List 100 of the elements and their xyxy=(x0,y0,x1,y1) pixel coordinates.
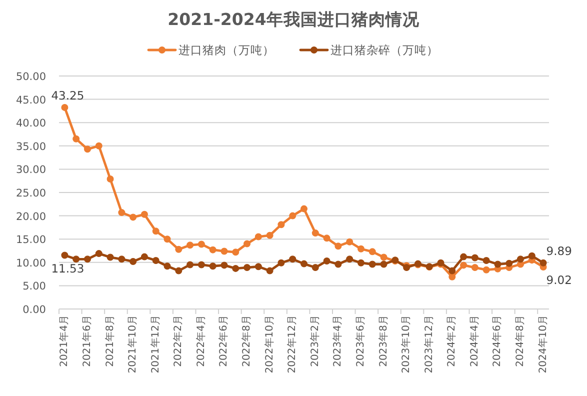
point xyxy=(517,256,524,263)
point xyxy=(106,175,114,182)
xtick-label: 2024年4月 xyxy=(469,315,480,367)
point xyxy=(164,236,171,243)
legend-label: 进口猪杂碎（万吨） xyxy=(330,43,438,58)
point xyxy=(323,258,330,264)
point xyxy=(312,264,319,272)
point xyxy=(346,256,354,263)
value-label: 43.25 xyxy=(51,88,84,102)
xtick-label: 2022年12月 xyxy=(287,315,298,374)
point xyxy=(244,264,251,272)
point xyxy=(140,253,148,260)
point xyxy=(289,212,296,220)
point xyxy=(95,142,102,150)
value-label: 9.89 xyxy=(546,244,572,258)
point xyxy=(460,262,468,269)
point xyxy=(540,259,547,266)
ytick-label: 20.00 xyxy=(16,210,46,223)
point xyxy=(471,254,478,262)
legend-label: 进口猪肉（万吨） xyxy=(178,43,274,58)
xtick-label: 2023年10月 xyxy=(401,315,412,374)
point xyxy=(106,254,114,261)
point xyxy=(152,228,160,235)
point xyxy=(209,262,216,270)
ytick-label: 15.00 xyxy=(16,234,46,246)
point xyxy=(380,254,388,261)
point xyxy=(266,267,274,274)
point xyxy=(61,252,68,259)
point xyxy=(506,260,513,267)
xtick-label: 2021年6月 xyxy=(82,315,93,367)
point xyxy=(198,261,205,268)
point xyxy=(130,214,137,221)
point xyxy=(152,257,160,264)
point xyxy=(209,246,216,254)
xtick-label: 2023年12月 xyxy=(424,315,435,374)
point xyxy=(494,260,502,268)
point xyxy=(266,232,274,239)
xtick-label: 2021年12月 xyxy=(150,315,162,374)
point xyxy=(130,258,137,265)
xtick-label: 2022年2月 xyxy=(173,315,184,367)
ytick-label: 25.00 xyxy=(16,188,46,200)
value-label: 11.53 xyxy=(51,261,84,276)
point xyxy=(95,250,102,258)
point xyxy=(164,262,171,270)
xtick-label: 2024年2月 xyxy=(446,315,458,367)
point xyxy=(186,261,194,268)
point xyxy=(118,209,126,216)
xtick-label: 2022年6月 xyxy=(218,315,230,367)
point xyxy=(186,242,194,249)
xtick-label: 2021年10月 xyxy=(128,315,139,374)
point xyxy=(448,273,456,280)
point xyxy=(357,259,364,266)
xtick-label: 2022年4月 xyxy=(196,315,207,367)
point xyxy=(175,246,182,253)
point xyxy=(471,264,478,272)
point xyxy=(232,248,240,256)
xtick-label: 2022年8月 xyxy=(242,315,253,367)
point xyxy=(334,242,342,250)
point xyxy=(528,252,536,260)
ytick-label: 30.00 xyxy=(16,164,46,176)
point xyxy=(482,257,490,264)
ytick-label: 35.00 xyxy=(16,140,46,153)
point xyxy=(289,256,296,263)
point xyxy=(346,238,354,246)
point xyxy=(140,210,148,218)
point xyxy=(323,234,330,242)
point xyxy=(72,256,80,263)
ytick-label: 40.00 xyxy=(16,118,46,130)
point xyxy=(368,260,376,268)
ytick-label: 45.00 xyxy=(16,94,46,106)
point xyxy=(220,248,228,255)
point xyxy=(312,230,319,237)
point xyxy=(278,221,285,228)
point xyxy=(380,260,388,268)
point xyxy=(254,233,262,240)
point xyxy=(118,256,126,263)
xtick-label: 2024年6月 xyxy=(492,315,504,367)
point xyxy=(254,263,262,270)
point xyxy=(244,240,251,248)
xtick-label: 2023年4月 xyxy=(332,315,344,367)
ytick-label: 10.00 xyxy=(16,257,46,270)
point xyxy=(175,267,182,274)
point xyxy=(72,135,80,142)
point xyxy=(448,267,456,274)
point xyxy=(300,260,308,268)
point xyxy=(61,104,68,111)
xtick-label: 2023年2月 xyxy=(310,315,321,367)
xtick-label: 2021年4月 xyxy=(59,315,70,367)
value-label: 9.02 xyxy=(546,272,572,287)
ytick-label: 5.00 xyxy=(22,280,46,293)
point xyxy=(84,256,91,263)
xtick-label: 2023年6月 xyxy=(355,315,366,367)
point xyxy=(232,264,240,272)
point xyxy=(300,205,308,212)
point xyxy=(460,253,468,260)
point xyxy=(482,266,490,274)
point xyxy=(198,240,205,248)
xtick-label: 2024年10月 xyxy=(538,315,549,374)
xtick-label: 2023年8月 xyxy=(378,315,390,367)
point xyxy=(278,259,285,266)
